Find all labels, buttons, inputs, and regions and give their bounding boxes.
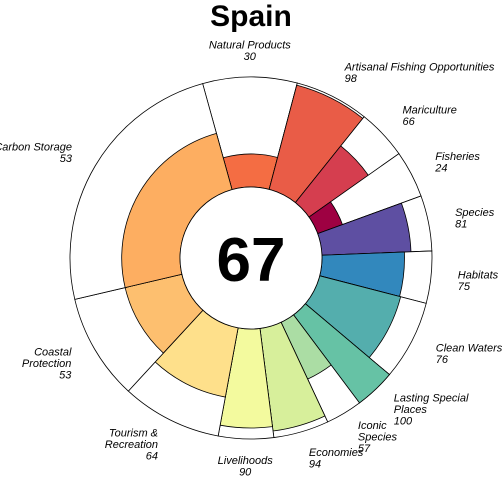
label-value-tourism-recreation: 64 xyxy=(146,451,158,463)
label-artisanal-fishing-opportunities: Artisanal Fishing Opportunities 98 xyxy=(344,62,495,86)
label-carbon-storage: Carbon Storage 53 xyxy=(0,141,73,165)
label-name-clean-waters: Clean Waters xyxy=(436,343,503,355)
label-name-coastal-protection: Protection xyxy=(22,358,72,370)
label-fisheries: Fisheries 24 xyxy=(434,151,480,175)
label-habitats: Habitats 75 xyxy=(458,270,499,294)
label-iconic-species: Iconic Species 57 xyxy=(358,420,398,455)
label-name-species: Species xyxy=(455,207,495,219)
label-name-fisheries: Fisheries xyxy=(435,151,480,163)
label-value-species: 81 xyxy=(455,219,467,231)
label-name-tourism-recreation: Tourism & xyxy=(109,428,158,440)
label-coastal-protection: Coastal Protection 53 xyxy=(22,346,72,381)
label-livelihoods: Livelihoods 90 xyxy=(218,455,274,479)
label-name-tourism-recreation: Recreation xyxy=(105,439,158,451)
label-name-livelihoods: Livelihoods xyxy=(218,455,274,467)
label-value-carbon-storage: 53 xyxy=(60,153,73,165)
label-mariculture: Mariculture 66 xyxy=(403,105,457,129)
overall-score: 67 xyxy=(217,226,286,295)
label-name-artisanal-fishing-opportunities: Artisanal Fishing Opportunities xyxy=(344,62,495,74)
label-name-lasting-special-places: Lasting Special xyxy=(394,393,469,405)
label-tourism-recreation: Tourism & Recreation 64 xyxy=(105,428,158,463)
label-value-livelihoods: 90 xyxy=(239,467,252,479)
label-natural-products: Natural Products 30 xyxy=(209,39,291,63)
petal-natural-products xyxy=(222,153,279,191)
label-name-coastal-protection: Coastal xyxy=(34,346,72,358)
label-value-natural-products: 30 xyxy=(244,51,257,63)
label-value-lasting-special-places: 100 xyxy=(394,416,413,428)
center-circle xyxy=(179,186,323,330)
label-name-mariculture: Mariculture xyxy=(403,105,457,117)
label-value-iconic-species: 57 xyxy=(358,443,371,455)
label-name-economies: Economies xyxy=(309,447,364,459)
label-lasting-special-places: Lasting Special Places 100 xyxy=(394,393,469,428)
label-value-habitats: 75 xyxy=(458,281,471,293)
label-value-artisanal-fishing-opportunities: 98 xyxy=(345,73,358,85)
label-species: Species 81 xyxy=(455,207,495,231)
label-name-iconic-species: Iconic xyxy=(358,420,387,432)
label-clean-waters: Clean Waters 76 xyxy=(436,343,503,367)
label-value-economies: 94 xyxy=(309,459,321,471)
label-name-carbon-storage: Carbon Storage xyxy=(0,141,72,153)
label-economies: Economies 94 xyxy=(309,447,364,471)
label-value-fisheries: 24 xyxy=(434,162,447,174)
label-name-natural-products: Natural Products xyxy=(209,39,291,51)
chart-title: Spain xyxy=(210,0,292,33)
label-value-mariculture: 66 xyxy=(403,116,416,128)
label-name-iconic-species: Species xyxy=(358,431,398,443)
label-name-lasting-special-places: Places xyxy=(394,404,428,416)
label-name-habitats: Habitats xyxy=(458,270,499,282)
label-value-coastal-protection: 53 xyxy=(59,369,72,381)
label-value-clean-waters: 76 xyxy=(436,354,449,366)
